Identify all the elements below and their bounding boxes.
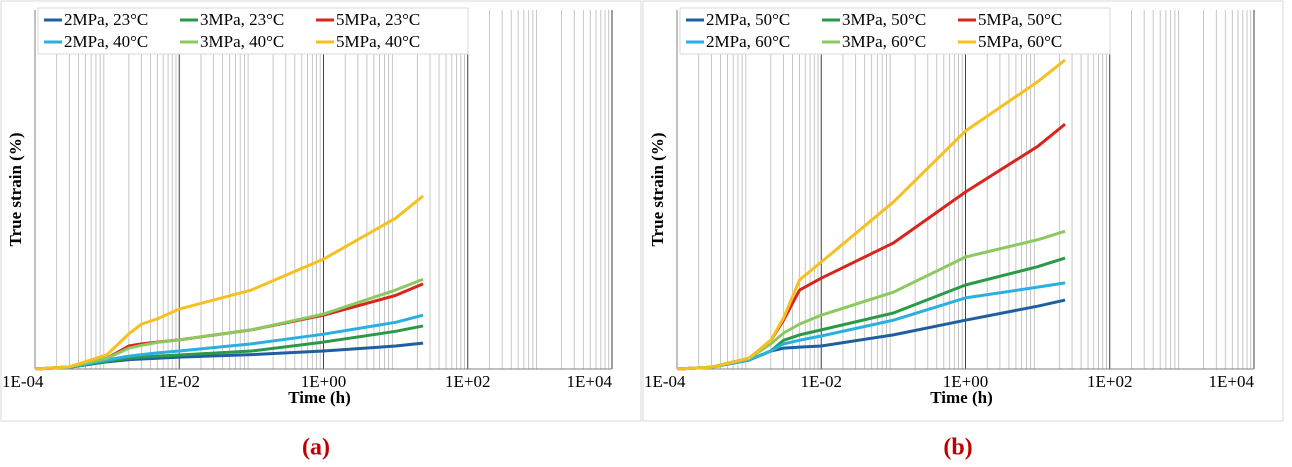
- series-line: [676, 281, 1066, 371]
- x-tick-label: 1E+00: [301, 372, 346, 391]
- legend-label: 5MPa, 23°C: [336, 10, 420, 29]
- x-axis-label: Time (h): [288, 388, 351, 407]
- legend-label: 2MPa, 23°C: [64, 10, 148, 29]
- legend-label: 3MPa, 50°C: [842, 10, 926, 29]
- x-tick-label: 1E+04: [1209, 372, 1255, 391]
- panel-label: (a): [302, 435, 330, 461]
- x-tick-label: 1E+00: [943, 372, 988, 391]
- panel-label: (b): [943, 435, 972, 461]
- series-line: [676, 58, 1066, 371]
- x-tick-label: 1E+02: [1087, 372, 1132, 391]
- legend-box: [679, 7, 1111, 55]
- panel-frame: [642, 0, 1284, 422]
- series-line: [34, 194, 424, 371]
- y-axis-label: True strain (%): [6, 133, 25, 247]
- series-line: [34, 277, 424, 371]
- panel-frame: [0, 0, 642, 422]
- legend-label: 5MPa, 50°C: [978, 10, 1062, 29]
- x-tick-label: 1E-04: [2, 372, 44, 391]
- series-line: [676, 298, 1066, 371]
- y-axis-label: True strain (%): [648, 133, 667, 247]
- x-axis-label: Time (h): [930, 388, 993, 407]
- legend-box: [37, 7, 469, 55]
- legend-label: 2MPa, 60°C: [706, 32, 790, 51]
- series-line: [676, 229, 1066, 371]
- x-tick-label: 1E-04: [644, 372, 686, 391]
- legend-label: 2MPa, 40°C: [64, 32, 148, 51]
- x-tick-label: 1E+02: [445, 372, 490, 391]
- legend-label: 2MPa, 50°C: [706, 10, 790, 29]
- x-tick-label: 1E-02: [158, 372, 200, 391]
- x-tick-label: 1E-02: [800, 372, 842, 391]
- legend-label: 5MPa, 60°C: [978, 32, 1062, 51]
- legend-label: 5MPa, 40°C: [336, 32, 420, 51]
- legend-label: 3MPa, 23°C: [200, 10, 284, 29]
- legend-label: 3MPa, 60°C: [842, 32, 926, 51]
- legend-label: 3MPa, 40°C: [200, 32, 284, 51]
- x-tick-label: 1E+04: [567, 372, 613, 391]
